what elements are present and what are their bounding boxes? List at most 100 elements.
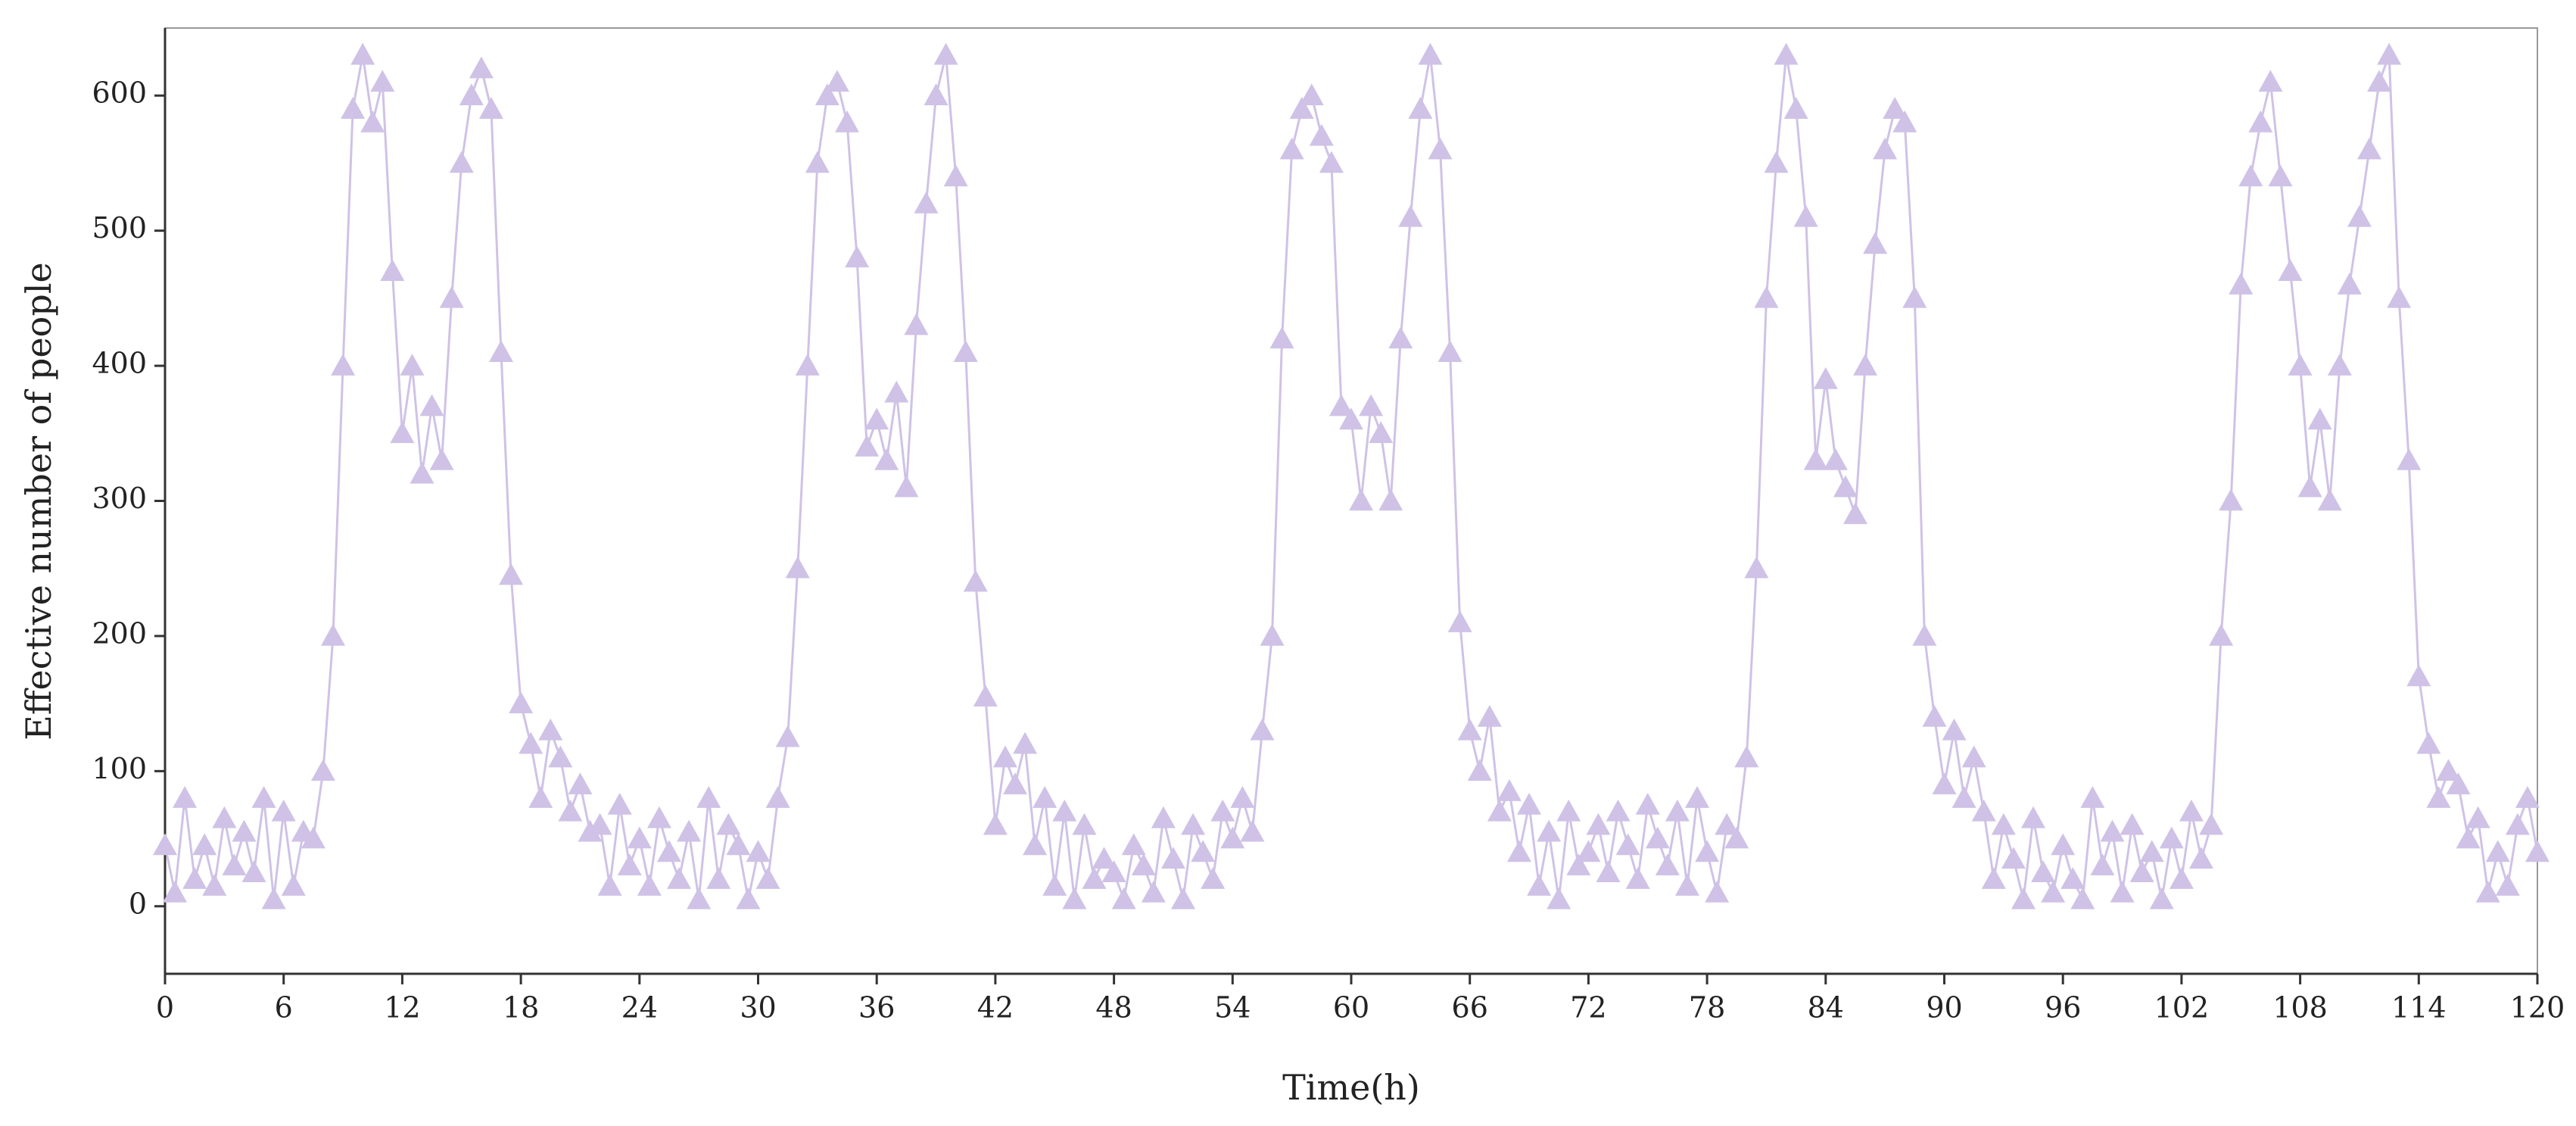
triangle-marker	[241, 860, 266, 882]
triangle-marker	[1042, 874, 1067, 896]
triangle-marker	[1764, 151, 1789, 173]
triangle-marker	[1447, 610, 1472, 632]
triangle-marker	[746, 840, 771, 862]
triangle-marker	[716, 813, 741, 835]
triangle-marker	[1201, 867, 1226, 889]
triangle-marker	[2258, 70, 2283, 92]
triangle-marker	[331, 354, 356, 376]
triangle-marker	[1279, 137, 1304, 160]
triangle-marker	[904, 313, 929, 335]
triangle-marker	[933, 42, 958, 65]
x-tick-label: 24	[621, 991, 658, 1025]
triangle-marker	[637, 874, 662, 896]
x-tick-label: 60	[1333, 991, 1369, 1025]
triangle-marker	[2525, 840, 2550, 862]
x-tick-label: 114	[2391, 991, 2447, 1025]
triangle-marker	[2387, 285, 2412, 308]
triangle-marker	[1556, 799, 1581, 822]
triangle-marker	[963, 569, 988, 592]
triangle-marker	[1547, 887, 1571, 909]
triangle-marker	[656, 840, 681, 862]
triangle-marker	[1477, 704, 1502, 727]
triangle-marker	[1744, 556, 1769, 579]
triangle-marker	[2337, 273, 2362, 295]
triangle-marker	[1378, 488, 1403, 511]
triangle-marker	[1428, 137, 1453, 160]
triangle-marker	[1971, 799, 1996, 822]
triangle-marker	[2090, 853, 2115, 876]
triangle-marker	[2139, 840, 2164, 862]
triangle-marker	[2199, 813, 2224, 835]
triangle-marker	[1052, 799, 1077, 822]
triangle-marker	[1774, 42, 1799, 65]
triangle-marker	[687, 887, 712, 909]
triangle-marker	[1260, 623, 1285, 646]
triangle-marker	[2485, 840, 2510, 862]
triangle-marker	[1517, 792, 1542, 815]
triangle-marker	[2495, 874, 2520, 896]
triangle-marker	[509, 691, 534, 713]
triangle-marker	[519, 731, 544, 754]
triangle-marker	[2377, 42, 2402, 65]
triangle-marker	[1171, 887, 1196, 909]
triangle-marker	[627, 826, 652, 849]
triangle-marker	[2110, 880, 2135, 903]
y-axis-title: Effective number of people	[18, 262, 59, 741]
triangle-marker	[1003, 772, 1028, 794]
triangle-marker	[2031, 860, 2056, 882]
x-tick-label: 90	[1926, 991, 1962, 1025]
triangle-marker	[1121, 833, 1146, 856]
triangle-marker	[2446, 772, 2471, 794]
triangle-marker	[1912, 623, 1937, 646]
triangle-marker	[182, 867, 207, 889]
triangle-marker	[232, 819, 257, 842]
triangle-marker	[983, 813, 1008, 835]
triangle-marker	[696, 786, 721, 808]
triangle-marker	[1596, 860, 1621, 882]
triangle-marker	[1715, 813, 1740, 835]
triangle-marker	[1388, 326, 1413, 349]
triangle-marker	[1309, 123, 1334, 146]
x-tick-label: 12	[384, 991, 420, 1025]
triangle-marker	[2406, 664, 2431, 687]
triangle-marker	[864, 407, 889, 430]
triangle-marker	[1645, 826, 1670, 849]
triangle-marker	[765, 786, 790, 808]
triangle-marker	[1724, 826, 1749, 849]
triangle-marker	[499, 563, 524, 585]
triangle-marker	[173, 786, 198, 808]
triangle-marker	[617, 853, 642, 876]
y-tick-label: 600	[92, 76, 147, 110]
triangle-marker	[1615, 833, 1640, 856]
triangle-marker	[400, 354, 425, 376]
triangle-marker	[2179, 799, 2204, 822]
triangle-marker	[558, 799, 583, 822]
triangle-marker	[1951, 786, 1976, 808]
triangle-marker	[1497, 779, 1522, 801]
triangle-marker	[1369, 421, 1394, 444]
triangle-marker	[2436, 759, 2461, 781]
triangle-marker	[1023, 833, 1048, 856]
triangle-marker	[568, 772, 593, 794]
y-tick-label: 200	[92, 616, 147, 650]
triangle-marker	[914, 191, 939, 214]
triangle-marker	[726, 833, 751, 856]
triangle-marker	[973, 685, 998, 707]
triangle-marker	[449, 151, 474, 173]
triangle-marker	[1853, 354, 1878, 376]
triangle-marker	[1013, 731, 1038, 754]
y-tick-label: 100	[92, 752, 147, 785]
triangle-marker	[775, 725, 800, 747]
triangle-marker	[1625, 867, 1650, 889]
triangle-marker	[1842, 502, 1867, 525]
x-tick-label: 36	[858, 991, 895, 1025]
triangle-marker	[607, 792, 632, 815]
triangle-marker	[1141, 880, 1166, 903]
triangle-marker	[2248, 110, 2273, 133]
triangle-marker	[2456, 826, 2481, 849]
triangle-marker	[924, 83, 948, 106]
triangle-marker	[488, 340, 513, 363]
x-tick-label: 96	[2045, 991, 2081, 1025]
x-tick-label: 42	[977, 991, 1014, 1025]
